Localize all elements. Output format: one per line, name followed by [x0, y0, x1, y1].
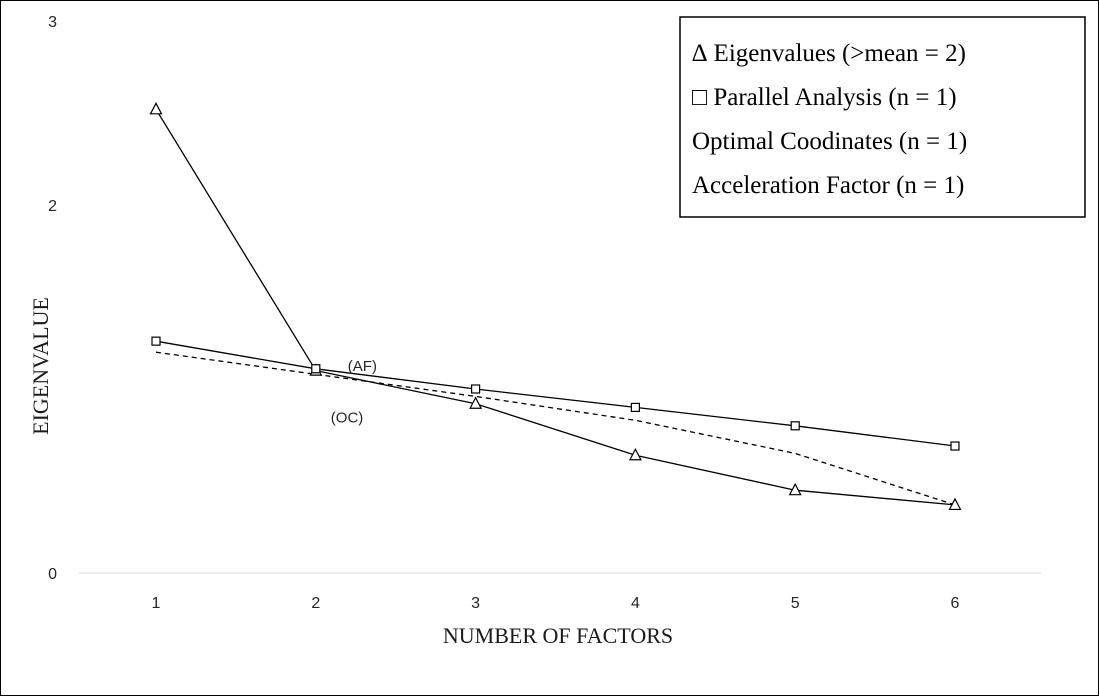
square-marker: [311, 364, 321, 374]
series-line: [155, 340, 956, 447]
dashed-series-line: [155, 351, 956, 506]
legend-box: [679, 16, 1086, 218]
square-marker: [151, 336, 161, 346]
triangle-marker: [628, 447, 642, 461]
triangle-marker: [149, 102, 163, 115]
y-tick-label: 3: [48, 14, 57, 31]
legend-item-eigenvalues: ∆ Eigenvalues (>mean = 2): [692, 40, 966, 67]
x-tick-label: 5: [791, 595, 800, 612]
triangle-marker: [469, 396, 483, 409]
y-tick-label: 0: [48, 566, 57, 583]
series-line: [155, 108, 956, 506]
x-axis-title: NUMBER OF FACTORS: [443, 623, 673, 648]
annotation-label: (OC): [331, 410, 364, 427]
triangle-marker: [788, 482, 802, 496]
legend-item-parallel-analysis: □ Parallel Analysis (n = 1): [692, 84, 957, 111]
legend-item-acceleration-factor: Acceleration Factor (n = 1): [692, 172, 964, 199]
x-tick-label: 1: [152, 595, 161, 612]
y-tick-label: 2: [48, 198, 57, 215]
annotation-layer: (AF) (OC): [331, 358, 377, 427]
y-ticks: 0 2 3: [48, 14, 57, 583]
square-marker: [790, 421, 800, 431]
square-marker: [950, 441, 960, 451]
legend: ∆ Eigenvalues (>mean = 2) □ Parallel Ana…: [679, 16, 1086, 218]
square-marker: [630, 402, 641, 412]
x-tick-label: 6: [951, 595, 960, 612]
x-tick-label: 2: [311, 595, 320, 612]
square-marker: [471, 384, 481, 394]
x-tick-label: 3: [471, 595, 480, 612]
x-ticks: 1 2 3 4 5 6: [152, 595, 960, 612]
legend-item-optimal-coordinates: Optimal Coodinates (n = 1): [692, 128, 967, 155]
x-tick-label: 4: [631, 595, 640, 612]
series-layer: [149, 102, 962, 511]
annotation-label: (AF): [348, 358, 377, 375]
y-axis-title: EIGENVALUE: [28, 297, 53, 435]
triangle-marker: [948, 497, 962, 511]
